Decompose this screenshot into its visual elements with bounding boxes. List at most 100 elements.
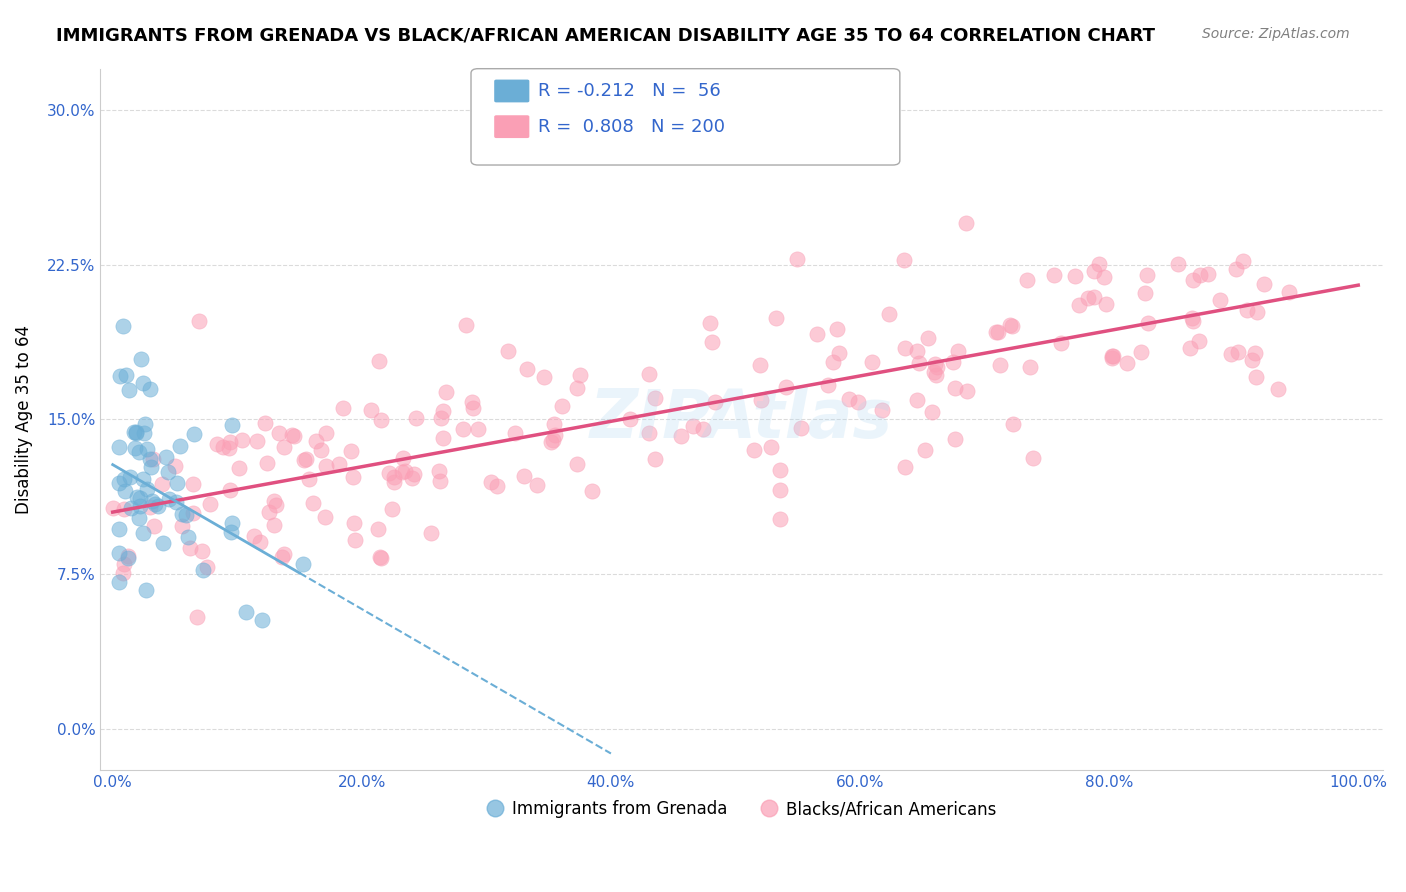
Point [1226, 344, 1249, 359]
Point [112, 472, 135, 486]
Point [702, 335, 724, 350]
Point [1088, 257, 1111, 271]
Point [292, 452, 315, 467]
Point [526, 478, 548, 492]
Point [360, 402, 382, 417]
Point [129, 499, 152, 513]
Legend: Immigrants from Grenada, Blacks/African Americans: Immigrants from Grenada, Blacks/African … [481, 794, 1002, 825]
Point [181, 507, 204, 521]
Point [298, 472, 321, 486]
Point [1244, 345, 1267, 359]
Point [221, 417, 243, 432]
Point [343, 516, 366, 530]
Point [142, 452, 165, 467]
Point [1278, 285, 1301, 299]
Point [367, 354, 389, 368]
Point [150, 476, 173, 491]
Point [823, 355, 845, 369]
Point [263, 517, 285, 532]
Point [786, 252, 808, 266]
Point [540, 435, 562, 450]
Point [367, 522, 389, 536]
Point [218, 442, 240, 456]
Point [434, 385, 457, 400]
Text: R =  0.808   N = 200: R = 0.808 N = 200 [538, 118, 725, 136]
Point [505, 426, 527, 441]
Point [461, 395, 484, 409]
Point [134, 426, 156, 441]
Point [108, 441, 131, 455]
Point [817, 378, 839, 392]
Point [170, 507, 193, 521]
Point [748, 358, 770, 372]
Point [543, 417, 565, 431]
Point [402, 467, 425, 482]
Point [124, 441, 146, 455]
Point [432, 431, 454, 445]
Point [1182, 273, 1205, 287]
Point [1015, 273, 1038, 287]
Point [644, 392, 666, 406]
Point [246, 434, 269, 449]
Point [789, 421, 811, 435]
Point [165, 458, 187, 473]
Point [1094, 270, 1116, 285]
Point [370, 550, 392, 565]
Point [138, 451, 160, 466]
Point [1083, 263, 1105, 277]
Y-axis label: Disability Age 35 to 64: Disability Age 35 to 64 [15, 325, 32, 514]
Point [394, 464, 416, 478]
Point [943, 432, 966, 446]
Point [401, 470, 423, 484]
Point [565, 381, 588, 395]
Point [135, 583, 157, 598]
Point [143, 497, 166, 511]
Point [769, 512, 792, 526]
Point [169, 439, 191, 453]
Point [1083, 290, 1105, 304]
Point [309, 442, 332, 457]
Point [1225, 261, 1247, 276]
Point [254, 416, 277, 430]
Point [148, 499, 170, 513]
Point [132, 472, 155, 486]
Point [1136, 316, 1159, 330]
Point [121, 500, 143, 515]
Point [382, 475, 405, 489]
Point [533, 369, 555, 384]
Point [295, 451, 318, 466]
Point [195, 559, 218, 574]
Point [837, 392, 859, 407]
Point [768, 463, 790, 477]
Point [1136, 268, 1159, 283]
Point [1022, 451, 1045, 466]
Point [1232, 254, 1254, 268]
Text: IMMIGRANTS FROM GRENADA VS BLACK/AFRICAN AMERICAN DISABILITY AGE 35 TO 64 CORREL: IMMIGRANTS FROM GRENADA VS BLACK/AFRICAN… [56, 27, 1156, 45]
Point [231, 433, 253, 447]
Point [219, 525, 242, 540]
Point [769, 483, 792, 497]
Point [101, 501, 124, 516]
Point [825, 322, 848, 336]
Point [155, 450, 177, 465]
Point [108, 476, 131, 491]
Point [343, 533, 366, 547]
Point [263, 494, 285, 508]
Point [1067, 298, 1090, 312]
Point [271, 549, 294, 564]
Point [405, 411, 427, 425]
Point [638, 425, 661, 440]
Point [193, 563, 215, 577]
Point [131, 526, 153, 541]
Point [291, 558, 314, 572]
Point [129, 491, 152, 505]
Point [165, 495, 187, 509]
Point [927, 360, 949, 375]
Point [751, 393, 773, 408]
Text: ZIPAtlas: ZIPAtlas [591, 386, 893, 452]
Point [111, 566, 134, 581]
Point [1188, 334, 1211, 348]
Point [156, 465, 179, 479]
Point [922, 365, 945, 379]
Point [117, 551, 139, 566]
